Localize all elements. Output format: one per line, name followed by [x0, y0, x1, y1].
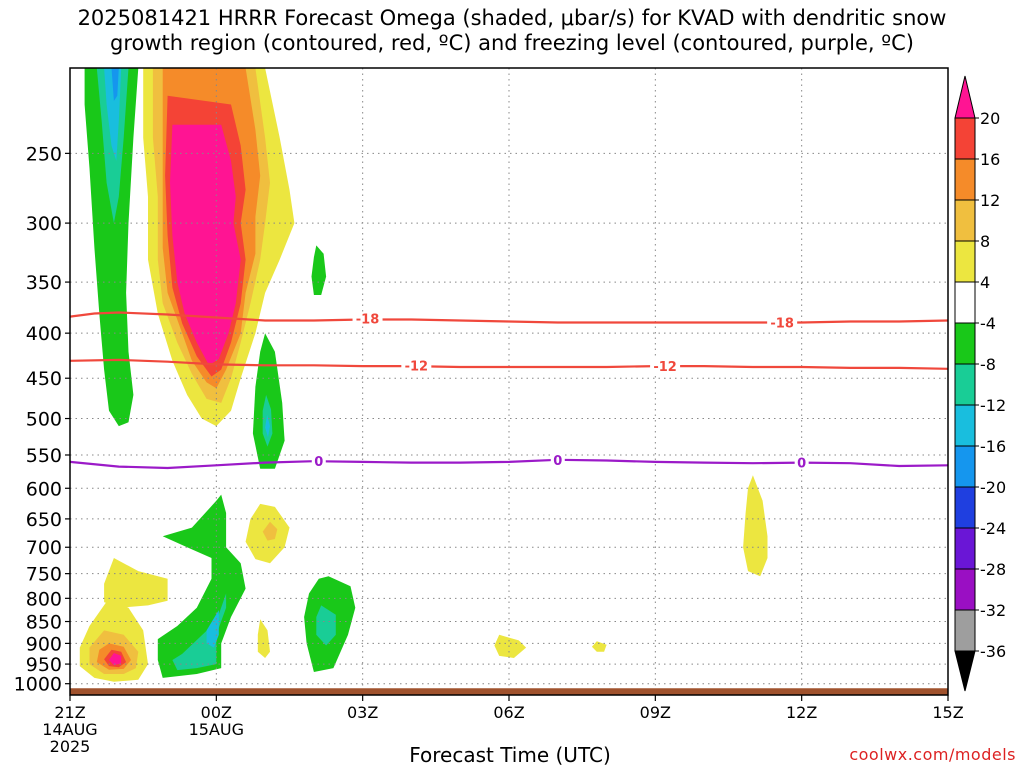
x-tick-label: 09Z [640, 703, 671, 722]
y-tick-label: 850 [26, 612, 62, 634]
omega-region-6-layer-1 [172, 593, 227, 671]
colorbar-label: 20 [980, 109, 1000, 128]
colorbar-swatch [954, 486, 976, 529]
colorbar-swatch [954, 568, 976, 611]
colorbar-swatch [954, 445, 976, 488]
colorbar: 20 16 12 8 4 -4 -8 -12 -16 -20 -24 -28 -32 -36 [954, 75, 1006, 692]
y-tick-label: 650 [26, 509, 62, 531]
omega-region-8-layer-4 [109, 653, 122, 666]
colorbar-top-triangle [954, 75, 976, 119]
contour-label-bg [401, 358, 432, 373]
omega-region-6-layer-2 [206, 610, 219, 648]
omega-region-2-layer-0 [311, 245, 327, 295]
y-tick-label: 400 [26, 323, 62, 345]
y-tick-label: 950 [26, 654, 62, 676]
x-tick-label: 21Z [54, 703, 85, 722]
freezing-level-line [70, 458, 948, 470]
colorbar-label: -36 [980, 642, 1006, 661]
colorbar-swatch [954, 404, 976, 447]
contour-label: -12 [653, 360, 677, 375]
y-tick-label: 750 [26, 564, 62, 586]
y-tick-label: 550 [26, 445, 62, 467]
terrain-bar [70, 688, 948, 695]
y-tick-label: 500 [26, 409, 62, 431]
colorbar-label: -24 [980, 519, 1006, 538]
omega-region-4-layer-1 [262, 521, 278, 541]
contour-label-bg [794, 455, 809, 470]
contour-label-bg [311, 454, 326, 469]
colorbar-label: -20 [980, 478, 1006, 497]
colorbar-label: 12 [980, 191, 1000, 210]
colorbar-label: -28 [980, 560, 1006, 579]
y-tick-label: 600 [26, 478, 62, 500]
colorbar-swatch [954, 158, 976, 201]
omega-region-0-layer-4 [170, 124, 241, 366]
x-tick-label: 2025 [50, 737, 91, 756]
omega-region-1-layer-0 [84, 68, 139, 427]
colorbar-label: -8 [980, 355, 996, 374]
omega-region-11-layer-0 [494, 634, 527, 658]
y-tick-label: 800 [26, 588, 62, 610]
y-tick-label: 700 [26, 537, 62, 559]
omega-region-7-layer-1 [316, 605, 336, 646]
x-tick-label: 00Z [201, 703, 232, 722]
contour-label: -18 [770, 316, 794, 331]
omega-region-6-layer-0 [157, 494, 246, 678]
omega-region-10-layer-0 [257, 619, 270, 658]
colorbar-swatch [954, 240, 976, 283]
terrain-layer [70, 688, 948, 695]
contour-label-layer: -18 -18 -12 -12 0 0 0 [311, 311, 809, 472]
chart-title: 2025081421 HRRR Forecast Omega (shaded, … [77, 6, 947, 55]
colorbar-label: -16 [980, 437, 1006, 456]
grid-lines [70, 68, 948, 695]
y-tick-label: 250 [26, 143, 62, 165]
colorbar-swatch [954, 199, 976, 242]
colorbar-label: -12 [980, 396, 1006, 415]
colorbar-swatch [954, 322, 976, 365]
x-tick-label: 15Z [932, 703, 963, 722]
colorbar-label: 8 [980, 232, 990, 251]
omega-region-1-layer-3 [111, 68, 119, 101]
omega-region-3-layer-2 [265, 414, 270, 438]
contour-label: 0 [553, 454, 562, 469]
x-axis-label: Forecast Time (UTC) [409, 743, 611, 767]
colorbar-swatch [954, 363, 976, 406]
contour-label-bg [352, 311, 383, 326]
x-tick-label: 06Z [493, 703, 524, 722]
contour-label-bg [767, 315, 798, 330]
contour-label: 0 [314, 455, 323, 470]
omega-region-9-layer-0 [104, 558, 168, 608]
colorbar-label: 16 [980, 150, 1000, 169]
colorbar-swatch [954, 281, 976, 324]
omega-region-12-layer-0 [591, 641, 607, 652]
colorbar-swatch [954, 609, 976, 652]
x-tick-label: 12Z [786, 703, 817, 722]
contour-label: -18 [356, 313, 380, 328]
contour-label: 0 [797, 457, 806, 472]
y-tick-label: 1000 [14, 674, 62, 696]
y-tick-label: 450 [26, 368, 62, 390]
colorbar-swatch [954, 527, 976, 570]
colorbar-label: 4 [980, 273, 990, 292]
y-tick-label: 300 [26, 213, 62, 235]
x-tick-label: 14AUG [42, 720, 97, 739]
omega-region-3-layer-0 [252, 333, 285, 469]
contour-label: -12 [405, 359, 429, 374]
axis-ticks-layer: 2503003504004505005506006507007508008509… [14, 143, 964, 756]
source-credit: coolwx.com/models [849, 745, 1016, 764]
y-tick-label: 900 [26, 633, 62, 655]
omega-region-5-layer-0 [743, 475, 768, 577]
x-tick-label: 03Z [347, 703, 378, 722]
y-tick-label: 350 [26, 272, 62, 294]
colorbar-bottom-triangle [954, 650, 976, 692]
x-tick-label: 15AUG [189, 720, 244, 739]
colorbar-label: -32 [980, 601, 1006, 620]
colorbar-label: -4 [980, 314, 996, 333]
contour-label-bg [550, 452, 565, 467]
contour-label-bg [650, 359, 681, 374]
colorbar-swatch [954, 117, 976, 160]
dendritic-contour-line [70, 358, 948, 370]
